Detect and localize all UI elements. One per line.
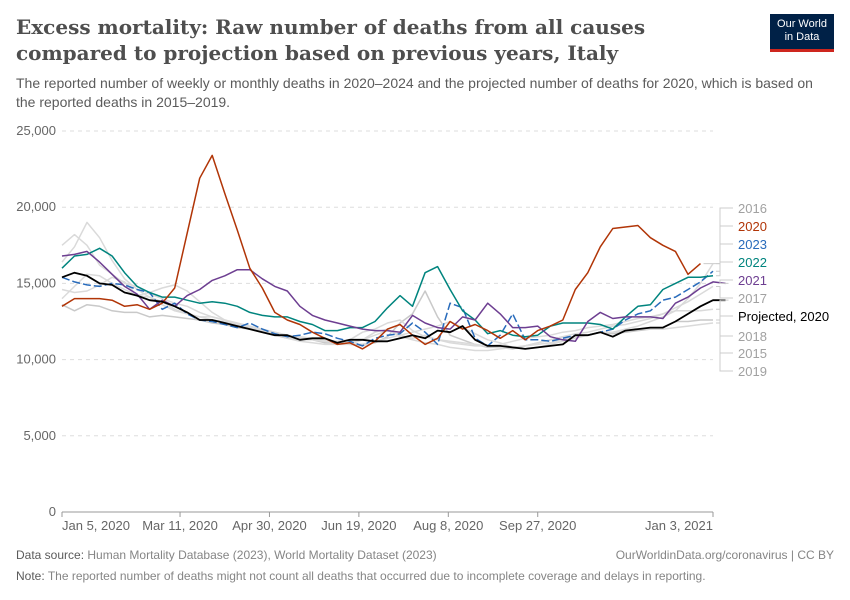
note-text: The reported number of deaths might not … [47,569,706,583]
series-line-2017 [61,221,714,349]
note-label: Note: [16,569,45,583]
source-text[interactable]: Human Mortality Database (2023), World M… [87,548,437,562]
note: Note: The reported number of deaths migh… [16,569,706,583]
y-tick-label: 5,000 [23,428,56,443]
legend-label-2018: 2018 [738,329,767,344]
legend-connector [716,243,733,272]
legend-connector [716,261,733,277]
x-tick-label: Jan 5, 2020 [62,518,130,533]
credit-link[interactable]: OurWorldinData.org/coronavirus | CC BY [615,548,834,562]
legend-connector [719,299,733,317]
y-tick-label: 15,000 [16,275,56,290]
x-tick-label: Aug 8, 2020 [413,518,483,533]
legend-label-2015: 2015 [738,346,767,361]
legend-connector [719,279,733,284]
data-source: Data source: Human Mortality Database (2… [16,548,437,562]
y-tick-label: 25,000 [16,123,56,138]
legend-label-2017: 2017 [738,291,767,306]
legend-label-2020: 2020 [738,219,767,234]
legend-label-2023: 2023 [738,237,767,252]
series-line-2023 [61,270,714,347]
series-line-2022 [61,247,714,338]
series-line-2020 [61,154,701,350]
chart-subtitle: The reported number of weekly or monthly… [16,75,813,110]
source-label: Data source: [16,548,85,562]
logo-line1: Our World [777,18,827,30]
y-tick-label: 20,000 [16,199,56,214]
owid-logo[interactable]: Our World in Data [770,14,834,52]
series-line-projected-2020 [61,271,726,350]
legend-label-2022: 2022 [738,255,767,270]
legend-connector [716,322,733,372]
y-tick-label: 0 [49,504,56,519]
x-tick-label: Jan 3, 2021 [645,518,713,533]
legend-label-2019: 2019 [738,364,767,379]
y-tick-label: 10,000 [16,352,56,367]
x-tick-label: Sep 27, 2020 [499,518,576,533]
legend-label-2016: 2016 [738,201,767,216]
legend-connector [703,225,733,265]
legend-label-projected-2020: Projected, 2020 [738,309,829,324]
x-tick-label: Jun 19, 2020 [321,518,396,533]
x-tick-label: Apr 30, 2020 [232,518,306,533]
legend-label-2021: 2021 [738,273,767,288]
logo-line2: in Data [784,31,820,43]
chart-title: Excess mortality: Raw number of deaths f… [16,15,646,65]
series-line-2015 [61,290,713,350]
legend-connector [716,207,733,265]
legend-connector [716,285,733,299]
x-tick-label: Mar 11, 2020 [142,518,218,533]
